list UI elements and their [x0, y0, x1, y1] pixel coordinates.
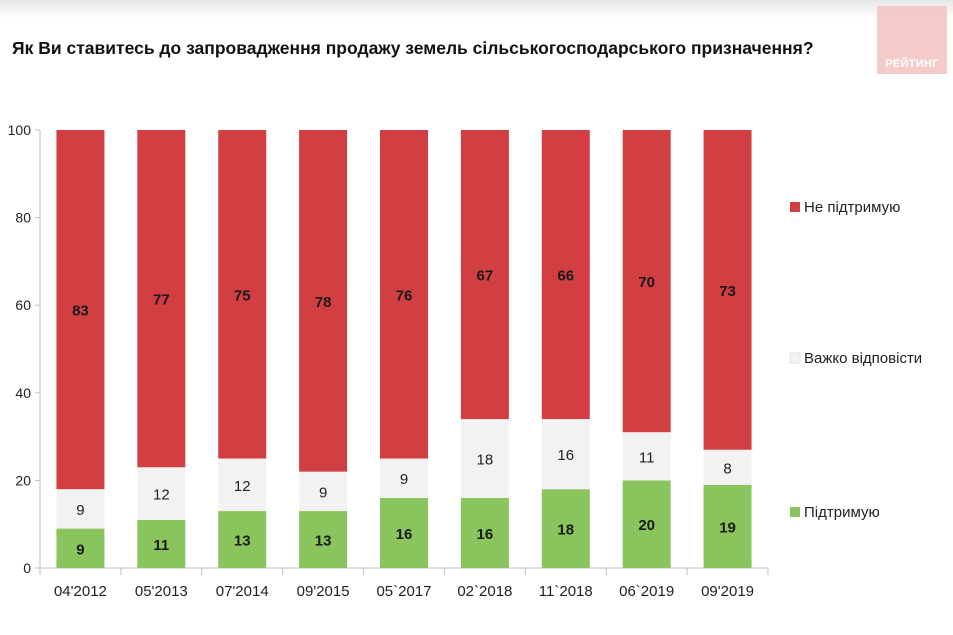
- y-tick-label: 100: [8, 122, 32, 138]
- legend-oppose-label: Не підтримую: [804, 199, 900, 216]
- rating-logo-text: РЕЙТИНГ: [885, 58, 939, 70]
- bar-hard-to-say: [460, 419, 509, 498]
- data-label-oppose: 70: [638, 274, 655, 291]
- bar-oppose: [703, 130, 752, 450]
- data-label-oppose: 77: [153, 292, 170, 309]
- x-category-label: 07'2014: [216, 583, 269, 600]
- bar-support: [380, 497, 428, 568]
- bar-support: [299, 511, 348, 568]
- bar-oppose: [622, 130, 671, 433]
- chart-title: Як Ви ставитесь до запровадження продажу…: [12, 38, 814, 58]
- legend-oppose-swatch: [790, 202, 800, 212]
- bar-support: [460, 497, 509, 568]
- bar-support: [218, 511, 267, 568]
- data-label-support: 16: [477, 526, 494, 543]
- x-category-label: 11`2018: [539, 583, 593, 600]
- bar-oppose: [137, 130, 186, 468]
- data-label-hard-to-say: 18: [477, 452, 494, 469]
- data-label-hard-to-say: 9: [319, 484, 327, 501]
- rating-logo: РЕЙТИНГ: [877, 6, 947, 74]
- y-tick-label: 80: [15, 210, 31, 226]
- x-category-label: 09'2019: [701, 583, 754, 600]
- x-category-label: 02`2018: [457, 583, 512, 600]
- y-tick-label: 20: [15, 472, 31, 488]
- bar-oppose: [218, 130, 267, 459]
- top-band: [0, 0, 953, 18]
- bar-support: [541, 489, 590, 568]
- data-label-hard-to-say: 9: [400, 471, 408, 488]
- legend-support-label: Підтримую: [804, 504, 880, 521]
- data-label-oppose: 75: [234, 287, 251, 304]
- x-category-label: 04'2012: [54, 583, 107, 600]
- data-label-support: 20: [638, 517, 655, 534]
- data-label-hard-to-say: 12: [234, 478, 251, 495]
- data-label-oppose: 76: [396, 287, 413, 304]
- bar-oppose: [541, 130, 590, 420]
- y-tick-label: 60: [15, 297, 31, 313]
- bar-oppose: [460, 130, 509, 420]
- data-label-hard-to-say: 9: [76, 502, 84, 519]
- data-label-support: 13: [234, 533, 251, 550]
- data-label-oppose: 78: [315, 294, 332, 311]
- legend-support-swatch: [790, 507, 800, 517]
- data-label-oppose: 73: [719, 283, 736, 300]
- data-label-oppose: 66: [557, 268, 574, 285]
- bar-hard-to-say: [299, 471, 348, 512]
- legend-hard-to-say-label: Важко відповісти: [804, 350, 922, 367]
- bar-hard-to-say: [380, 458, 428, 498]
- data-label-support: 18: [557, 522, 574, 539]
- x-category-label: 05'2013: [135, 583, 188, 600]
- data-label-hard-to-say: 12: [153, 487, 170, 504]
- bar-support: [137, 519, 186, 568]
- data-label-support: 13: [315, 533, 332, 550]
- x-category-label: 09'2015: [297, 583, 350, 600]
- data-label-hard-to-say: 11: [639, 449, 655, 466]
- bar-hard-to-say: [218, 458, 267, 512]
- data-label-support: 19: [719, 519, 736, 536]
- bar-hard-to-say: [137, 467, 186, 520]
- bar-hard-to-say: [622, 432, 671, 481]
- data-label-support: 9: [76, 541, 84, 558]
- data-label-support: 11: [153, 537, 169, 554]
- bar-oppose: [299, 130, 348, 472]
- data-label-oppose: 83: [72, 303, 89, 320]
- x-category-label: 05`2017: [376, 583, 431, 600]
- x-category-label: 06`2019: [619, 583, 674, 600]
- y-tick-label: 0: [23, 560, 31, 576]
- bar-oppose: [380, 130, 428, 459]
- bar-support: [622, 480, 671, 568]
- bar-support: [703, 484, 752, 568]
- bar-hard-to-say: [703, 449, 752, 485]
- data-label-oppose: 67: [477, 268, 494, 285]
- data-label-hard-to-say: 8: [723, 460, 731, 477]
- legend-hard-to-say-swatch: [789, 352, 801, 364]
- bar-oppose: [56, 130, 105, 490]
- bar-support: [56, 528, 105, 568]
- y-tick-label: 40: [15, 385, 31, 401]
- bar-hard-to-say: [56, 489, 105, 529]
- bar-hard-to-say: [541, 419, 590, 490]
- data-label-support: 16: [396, 526, 413, 543]
- data-label-hard-to-say: 16: [557, 447, 574, 464]
